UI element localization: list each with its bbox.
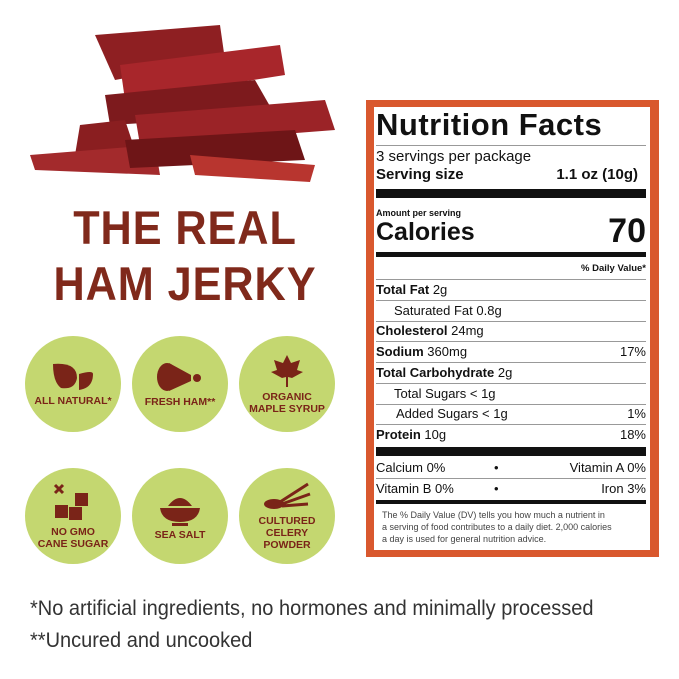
bullet-separator: • — [494, 481, 499, 496]
badge-sea-salt: SEA SALT — [132, 468, 228, 564]
nutrient-row: Total Carbohydrate 2g — [376, 363, 646, 383]
nutrition-heading: Nutrition Facts — [376, 107, 603, 142]
nutrient-row: Protein 10g 18% — [376, 425, 646, 445]
nutrient-name: Cholesterol — [376, 323, 448, 339]
nutrient-row: Total Fat 2g — [376, 280, 646, 300]
nutrient-row: Saturated Fat 0.8g — [376, 301, 646, 321]
servings-per-package: 3 servings per package — [376, 148, 532, 165]
badge-no-gmo-cane-sugar: NO GMO CANE SUGAR — [25, 468, 121, 564]
nutrient-name: Sodium — [376, 344, 424, 360]
calories-label: Calories — [376, 218, 475, 246]
nutrient-name: Total Sugars < 1g — [394, 385, 496, 401]
serving-size-label: Serving size — [376, 166, 464, 183]
footnote-uncured: **Uncured and uncooked — [30, 628, 253, 652]
nutrient-row: Sodium 360mg 17% — [376, 342, 646, 362]
sugar-cubes-icon — [53, 483, 88, 520]
nutrient-amount: 360mg — [427, 344, 468, 360]
nutrient-row: Cholesterol 24mg — [376, 321, 646, 341]
vitamin-right: Vitamin A 0% — [569, 460, 646, 475]
vitamin-row: Vitamin B 0% • Iron 3% — [376, 479, 646, 499]
badge-fresh-ham: FRESH HAM** — [132, 336, 228, 432]
vitamin-right: Iron 3% — [601, 481, 646, 496]
nutrient-amount: 10g — [424, 426, 447, 442]
dv-footnote-line: a day is used for general nutrition advi… — [382, 534, 547, 544]
nutrition-facts-label: Nutrition Facts 3 servings per package S… — [366, 100, 659, 557]
nutrient-name: Added Sugars < 1g — [396, 406, 508, 422]
nutrient-amount: 2g — [497, 364, 513, 380]
nutrient-row: Total Sugars < 1g — [376, 384, 646, 404]
nutrient-name: Total Fat — [376, 282, 430, 297]
nutrient-dv: 18% — [619, 426, 646, 442]
nutrient-dv: 1% — [627, 406, 646, 422]
nutrient-amount: 24mg — [451, 323, 484, 339]
footnote-natural: *No artificial ingredients, no hormones … — [30, 596, 594, 620]
badge-all-natural: ALL NATURAL* — [25, 336, 121, 432]
maple-leaf-icon — [271, 354, 303, 387]
salt-bowl-icon — [160, 497, 200, 526]
badge-cultured-celery-powder: CULTURED CELERY POWDER — [239, 468, 335, 564]
vitamin-left: Vitamin B 0% — [376, 481, 454, 496]
calories-value: 70 — [608, 212, 646, 250]
vitamin-left: Calcium 0% — [376, 460, 446, 475]
dv-footnote-line: The % Daily Value (DV) tells you how muc… — [382, 510, 605, 520]
leaves-icon — [53, 363, 93, 390]
ham-icon — [157, 362, 201, 391]
product-title-line1: THE REAL — [73, 201, 297, 254]
badge-organic-maple-syrup: ORGANIC MAPLE SYRUP — [239, 336, 335, 432]
nutrient-name: Total Carbohydrate — [376, 364, 495, 380]
celery-icon — [264, 482, 311, 509]
dv-footnote-line: a serving of food contributes to a daily… — [382, 522, 612, 532]
nutrient-dv: 17% — [619, 344, 646, 360]
amount-per-serving: Amount per serving — [376, 208, 462, 218]
jerky-image — [30, 25, 335, 182]
product-title-line2: HAM JERKY — [53, 257, 317, 310]
daily-value-header: % Daily Value* — [581, 263, 646, 274]
nutrient-amount: 2g — [432, 282, 448, 297]
bullet-separator: • — [494, 460, 499, 475]
vitamin-row: Calcium 0% • Vitamin A 0% — [376, 458, 646, 478]
nutrient-row: Added Sugars < 1g 1% — [376, 404, 646, 424]
serving-size-value: 1.1 oz (10g) — [556, 166, 638, 183]
nutrient-name: Protein — [376, 426, 421, 442]
nutrient-name: Saturated Fat 0.8g — [394, 302, 502, 318]
